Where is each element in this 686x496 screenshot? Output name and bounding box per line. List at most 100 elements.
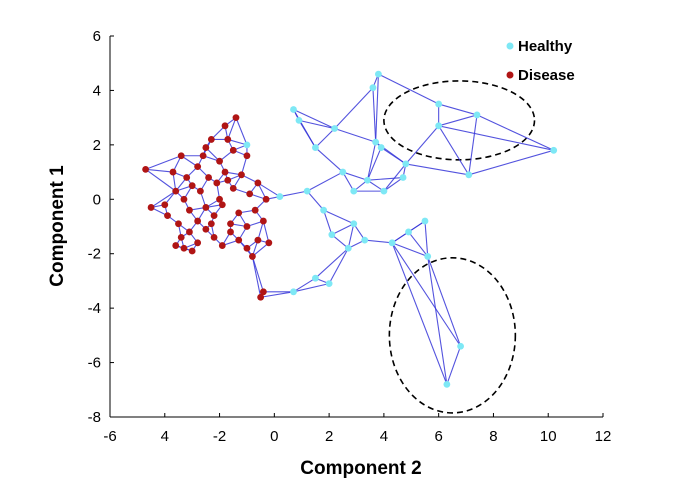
network-edge <box>468 114 478 175</box>
data-point-healthy <box>295 116 303 124</box>
network-edge <box>372 87 377 143</box>
data-point-disease <box>249 253 256 260</box>
data-point-disease <box>243 244 251 252</box>
y-axis-title: Component 1 <box>47 165 68 287</box>
y-tick-label: 4 <box>93 82 101 99</box>
legend-marker-healthy <box>506 42 514 50</box>
data-point-disease <box>216 195 223 203</box>
data-point-disease <box>183 174 191 181</box>
network-edge <box>328 248 349 284</box>
network-edge <box>315 147 344 173</box>
network-edge <box>145 168 177 192</box>
network-edge <box>331 223 355 236</box>
data-point-healthy <box>402 160 410 168</box>
data-point-healthy <box>325 280 333 288</box>
data-point-healthy <box>388 239 396 247</box>
data-point-disease <box>218 201 226 209</box>
x-tick-label: 4 <box>380 428 388 445</box>
network-edge <box>391 242 462 347</box>
data-point-disease <box>202 204 210 211</box>
data-point-disease <box>169 168 177 176</box>
data-point-disease <box>218 242 226 249</box>
data-point-disease <box>188 247 196 255</box>
network-edge <box>298 120 316 148</box>
data-point-disease <box>224 136 232 143</box>
network-edge <box>293 277 316 293</box>
data-point-disease <box>194 217 202 225</box>
data-point-disease <box>262 195 270 203</box>
x-tick-label: 6 <box>434 428 442 445</box>
y-tick-label: 6 <box>93 28 101 45</box>
data-point-disease <box>202 144 210 151</box>
network-edge <box>438 114 478 127</box>
network-edge <box>380 147 407 165</box>
data-point-disease <box>243 152 251 160</box>
network-edge <box>468 149 554 176</box>
network-edge <box>408 231 429 257</box>
network-edge <box>251 256 264 292</box>
network-edge <box>235 117 248 146</box>
network-edge <box>383 163 407 192</box>
data-point-disease <box>164 212 171 220</box>
network-edge <box>323 209 333 235</box>
data-point-healthy <box>435 122 443 130</box>
data-point-healthy <box>380 187 388 195</box>
data-point-disease <box>207 220 215 228</box>
data-point-disease <box>147 204 155 211</box>
network-edge <box>427 256 448 385</box>
y-tick-label: -4 <box>88 300 101 317</box>
network-edge <box>293 108 335 130</box>
data-point-disease <box>254 179 262 187</box>
data-point-healthy <box>350 220 358 228</box>
data-point-healthy <box>361 236 369 244</box>
data-point-disease <box>172 242 180 249</box>
data-point-healthy <box>312 274 319 282</box>
network-edge <box>279 190 308 198</box>
dashed-ellipse <box>388 256 517 414</box>
y-tick-label: -2 <box>88 246 101 263</box>
data-point-healthy <box>364 176 371 184</box>
data-point-disease <box>186 228 193 236</box>
data-point-disease <box>227 228 234 236</box>
network-edge <box>251 256 262 298</box>
data-point-disease <box>205 174 213 181</box>
data-point-disease <box>238 171 245 179</box>
y-tick-label: -8 <box>88 409 101 426</box>
network-edge <box>145 155 182 170</box>
network-edge <box>367 176 404 181</box>
x-tick-label: 2 <box>325 428 333 445</box>
data-point-disease <box>202 225 210 233</box>
network-edge <box>260 291 294 298</box>
data-point-disease <box>232 114 240 122</box>
network-edge <box>150 190 177 208</box>
network-edge <box>342 171 368 181</box>
network-edge <box>342 171 355 192</box>
data-point-healthy <box>312 144 319 151</box>
network-edge <box>405 163 469 176</box>
data-point-disease <box>194 163 202 171</box>
network-edge <box>364 239 393 244</box>
network-edge <box>366 147 382 181</box>
network-edge <box>306 171 344 192</box>
x-tick-label: 10 <box>540 428 557 445</box>
network-edge <box>427 256 462 347</box>
data-point-disease <box>210 233 218 241</box>
network-edge <box>334 87 374 129</box>
data-point-disease <box>175 220 182 228</box>
data-point-healthy <box>375 70 382 78</box>
x-tick-label: 4 <box>161 428 169 445</box>
network-edge <box>331 234 349 249</box>
network-edge <box>315 128 335 148</box>
data-point-disease <box>251 206 259 214</box>
data-point-disease <box>188 182 196 190</box>
data-point-healthy <box>550 146 558 154</box>
data-point-healthy <box>303 187 311 195</box>
network-edge <box>293 283 330 293</box>
data-point-healthy <box>369 84 377 92</box>
data-point-healthy <box>344 244 352 252</box>
y-tick-label: 2 <box>93 137 101 154</box>
data-point-healthy <box>243 141 251 149</box>
x-tick-label: -2 <box>213 428 226 445</box>
